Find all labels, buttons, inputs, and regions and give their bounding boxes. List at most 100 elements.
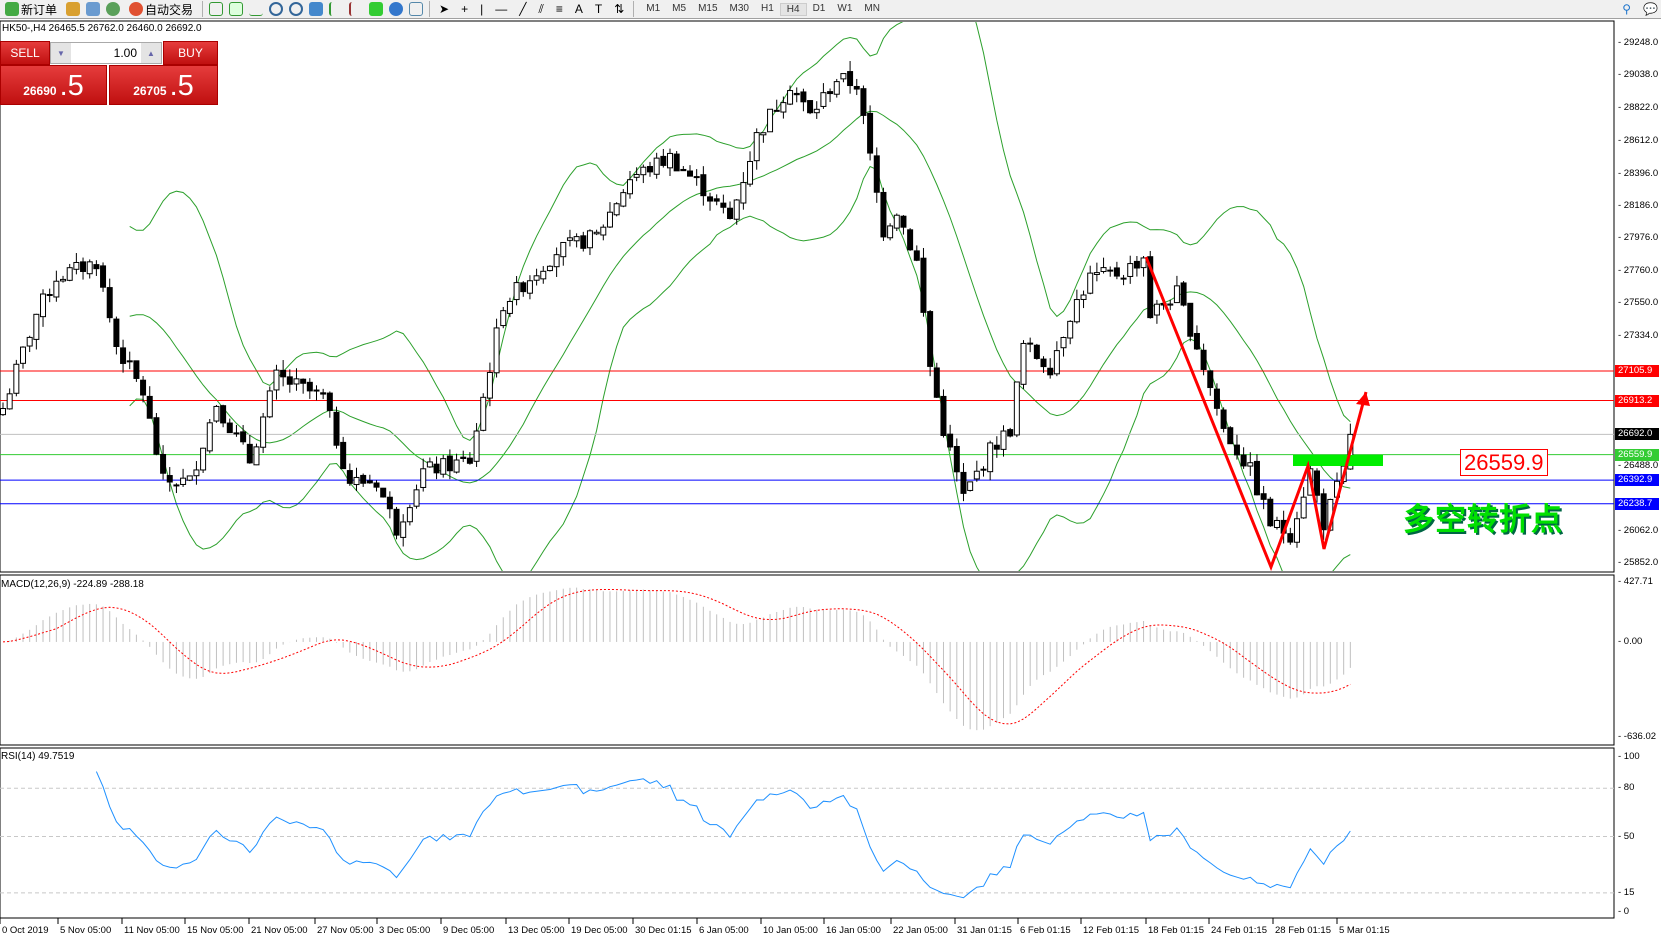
bullish-candle — [667, 152, 673, 169]
sell-button[interactable]: SELL — [0, 41, 50, 65]
level-label-box: 26559.9 — [1460, 449, 1548, 476]
bullish-candle — [40, 293, 47, 318]
bullish-candle — [73, 261, 80, 270]
bullish-candle — [6, 393, 13, 410]
timeframe-w1[interactable]: W1 — [837, 2, 853, 14]
lot-size-stepper[interactable]: ▼ 1.00 ▲ — [50, 42, 162, 64]
indicators-icon[interactable] — [369, 2, 384, 16]
bearish-candle — [1240, 454, 1247, 467]
rsi-label: RSI(14) 49.7519 — [1, 751, 75, 762]
bullish-candle — [1173, 285, 1180, 304]
bearish-candle — [466, 457, 473, 464]
time-tick: 18 Feb 01:15 — [1148, 925, 1204, 936]
vertical-line-icon[interactable]: | — [480, 2, 484, 16]
trendline-icon[interactable]: ╱ — [519, 2, 527, 16]
price-axis[interactable]: - 29248.0 - 29038.0 - 28822.0 - 28612.0 - 28… — [1614, 21, 1661, 941]
sell-price[interactable]: 26690 .5 — [0, 65, 107, 105]
bearish-candle — [1040, 358, 1047, 368]
bearish-candle — [340, 441, 347, 470]
tile-windows-icon[interactable] — [309, 2, 324, 16]
periods-icon[interactable] — [389, 2, 404, 16]
cursor-icon[interactable]: ➤ — [439, 2, 450, 16]
signals-icon[interactable] — [106, 2, 121, 16]
price-tick: - 28822.0 — [1618, 102, 1659, 114]
timeframe-d1[interactable]: D1 — [812, 2, 826, 14]
auto-trading-button[interactable]: 自动交易 — [126, 0, 196, 18]
bearish-candle — [907, 229, 914, 251]
timeframe-m5[interactable]: M5 — [672, 2, 687, 14]
navigator-icon[interactable] — [86, 2, 101, 16]
bearish-candle — [100, 265, 107, 288]
equidistant-channel-icon[interactable]: ⫽ — [538, 1, 544, 16]
bullish-candle — [180, 477, 187, 485]
line-chart-icon[interactable] — [249, 2, 264, 16]
search-icon[interactable]: ⚲ — [1622, 2, 1632, 16]
buy-button[interactable]: BUY — [163, 41, 218, 65]
timeframe-h4[interactable]: H4 — [779, 2, 807, 16]
bearish-candle — [1113, 267, 1120, 277]
symbol-header: HK50-,H4 26465.5 26762.0 26460.0 26692.0 — [2, 23, 202, 34]
bearish-candle — [707, 196, 714, 202]
bearish-candle — [660, 155, 667, 166]
bullish-candle — [767, 108, 774, 133]
timeframe-h1[interactable]: H1 — [760, 2, 774, 14]
time-tick: 24 Feb 01:15 — [1211, 925, 1267, 936]
bullish-candle — [773, 109, 780, 112]
time-tick: 15 Nov 05:00 — [187, 925, 244, 936]
bearish-candle — [166, 475, 173, 483]
timeframe-mn[interactable]: MN — [864, 2, 880, 14]
price-tick: - 28612.0 — [1618, 134, 1659, 146]
fibonacci-icon[interactable]: ≡ — [555, 2, 563, 16]
bearish-candle — [800, 91, 807, 103]
zoom-in-icon[interactable] — [269, 2, 284, 16]
zoom-out-icon[interactable] — [289, 2, 304, 16]
bearish-candle — [807, 100, 814, 114]
bullish-candle — [820, 92, 827, 107]
arrows-icon[interactable]: ⇅ — [614, 2, 625, 16]
timeframe-m30[interactable]: M30 — [729, 2, 749, 14]
bearish-candle — [1313, 470, 1320, 496]
lot-increase-button[interactable]: ▲ — [141, 43, 161, 63]
bullish-candle — [566, 237, 573, 241]
bearish-candle — [1320, 493, 1327, 531]
bearish-candle — [1147, 256, 1154, 319]
text-icon[interactable]: A — [574, 2, 583, 16]
text-label-icon[interactable]: T — [594, 2, 603, 16]
bearish-candle — [133, 360, 140, 379]
one-click-trading-panel: SELL ▼ 1.00 ▲ BUY 26690 .5 26705 .5 — [0, 41, 218, 105]
arrow-head-icon — [1356, 392, 1370, 406]
bearish-candle — [993, 444, 1000, 450]
bollinger-upper-band — [129, 22, 1351, 442]
bar-chart-icon[interactable] — [209, 2, 224, 16]
lot-decrease-button[interactable]: ▼ — [51, 43, 71, 63]
buy-price[interactable]: 26705 .5 — [109, 65, 218, 105]
bullish-candle — [1067, 320, 1074, 339]
templates-icon[interactable] — [409, 2, 424, 16]
bearish-candle — [873, 155, 880, 193]
bullish-candle — [893, 214, 900, 229]
bearish-candle — [793, 92, 800, 96]
bearish-candle — [1007, 429, 1014, 437]
autoscroll-icon[interactable] — [329, 2, 343, 16]
lot-input[interactable]: 1.00 — [113, 46, 137, 60]
new-order-button[interactable]: 新订单 — [2, 0, 60, 18]
bullish-candle — [600, 226, 607, 236]
timeframe-m15[interactable]: M15 — [698, 2, 718, 14]
bullish-candle — [780, 102, 787, 113]
market-watch-icon[interactable] — [66, 2, 81, 16]
time-tick: 13 Dec 05:00 — [508, 925, 565, 936]
crosshair-icon[interactable]: + — [461, 2, 469, 16]
macd-signal-line — [2, 589, 1351, 725]
horizontal-line-icon[interactable]: — — [495, 2, 508, 16]
chat-icon[interactable]: 💬 — [1643, 2, 1658, 16]
bullish-candle — [1120, 277, 1127, 280]
bullish-candle — [400, 521, 407, 538]
rsi-tick: - 15 — [1618, 886, 1635, 898]
candlestick-icon[interactable] — [229, 2, 244, 16]
chart-shift-icon[interactable] — [349, 2, 363, 16]
timeframe-m1[interactable]: M1 — [646, 2, 661, 14]
bearish-candle — [113, 318, 120, 347]
price-tick: - 27760.0 — [1618, 264, 1659, 276]
separator — [429, 1, 431, 17]
